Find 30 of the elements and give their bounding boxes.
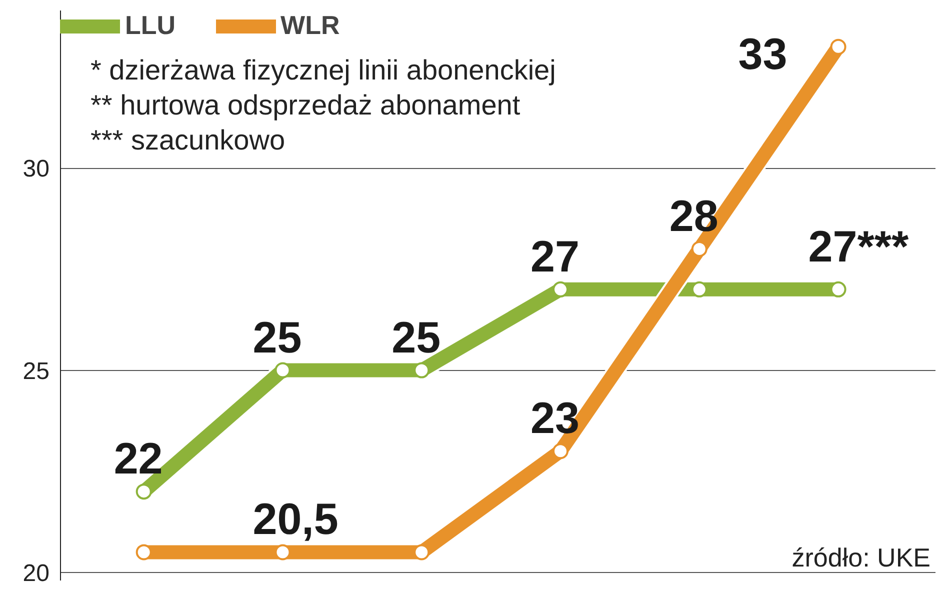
y-tick-label: 20 [22, 560, 50, 587]
data-label: 20,5 [252, 495, 338, 544]
y-tick-label: 30 [22, 156, 50, 183]
data-label: 22 [114, 434, 163, 484]
point [274, 544, 291, 560]
data-label: 33 [738, 30, 788, 79]
legend-label: WLR [280, 10, 340, 41]
data-label: 28 [669, 192, 718, 242]
annotation: *** szacunkowo [90, 124, 286, 156]
point [552, 281, 568, 298]
data-label: 27 [530, 232, 580, 282]
annotation: ** hurtowa odsprzedaż abonament [90, 90, 520, 120]
point [830, 281, 846, 298]
annotation: * dzierżawa fizycznej linii abonenckiej [90, 54, 556, 86]
point [136, 484, 152, 500]
point [691, 281, 708, 298]
point [136, 544, 152, 560]
data-label: 23 [530, 394, 580, 444]
annotation: źródło: UKE [792, 542, 931, 572]
point [830, 38, 846, 55]
data-label: 27*** [808, 222, 910, 272]
point [414, 362, 430, 378]
point [414, 544, 430, 560]
legend-label: LLU [125, 10, 176, 41]
data-label: 25 [252, 313, 302, 362]
y-tick-label: 25 [22, 358, 50, 385]
point [552, 443, 568, 460]
point [274, 362, 291, 378]
data-label: 25 [392, 313, 441, 362]
point [691, 241, 708, 257]
